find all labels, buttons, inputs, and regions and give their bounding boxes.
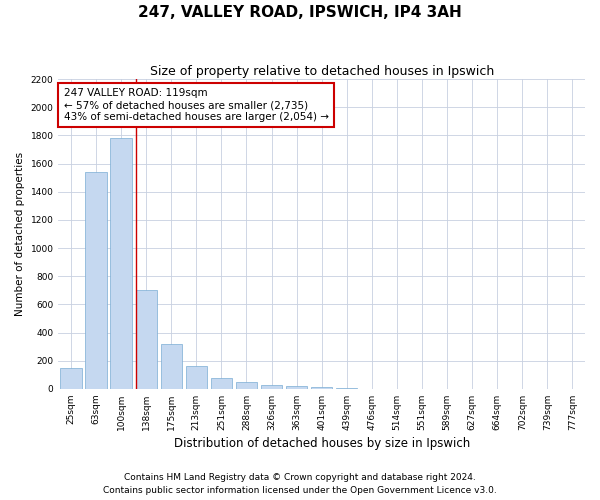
Title: Size of property relative to detached houses in Ipswich: Size of property relative to detached ho… bbox=[149, 65, 494, 78]
Text: 247 VALLEY ROAD: 119sqm
← 57% of detached houses are smaller (2,735)
43% of semi: 247 VALLEY ROAD: 119sqm ← 57% of detache… bbox=[64, 88, 329, 122]
Text: Contains HM Land Registry data © Crown copyright and database right 2024.
Contai: Contains HM Land Registry data © Crown c… bbox=[103, 474, 497, 495]
X-axis label: Distribution of detached houses by size in Ipswich: Distribution of detached houses by size … bbox=[173, 437, 470, 450]
Bar bbox=[136, 290, 157, 389]
Text: 247, VALLEY ROAD, IPSWICH, IP4 3AH: 247, VALLEY ROAD, IPSWICH, IP4 3AH bbox=[138, 5, 462, 20]
Bar bbox=[236, 382, 257, 389]
Bar bbox=[161, 344, 182, 389]
Bar bbox=[286, 386, 307, 389]
Bar bbox=[85, 172, 107, 389]
Bar bbox=[60, 368, 82, 389]
Bar bbox=[336, 388, 358, 389]
Bar bbox=[110, 138, 132, 389]
Bar bbox=[185, 366, 207, 389]
Bar bbox=[261, 386, 282, 389]
Y-axis label: Number of detached properties: Number of detached properties bbox=[15, 152, 25, 316]
Bar bbox=[211, 378, 232, 389]
Bar bbox=[311, 388, 332, 389]
